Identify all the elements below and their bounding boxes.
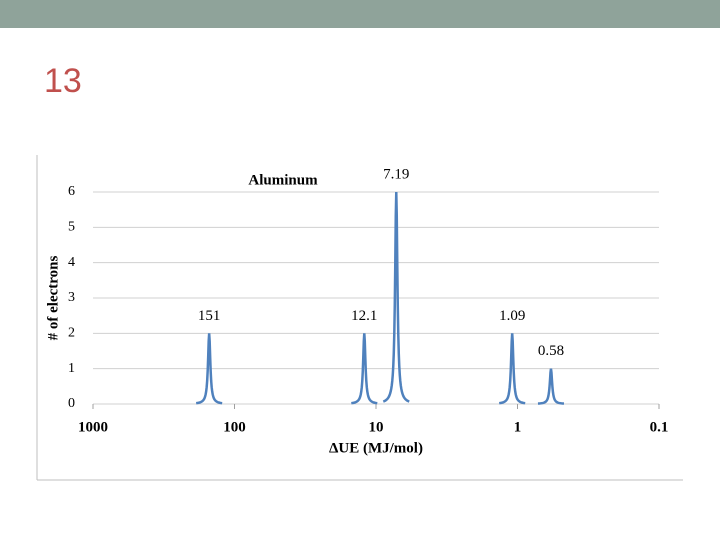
y-tick-label: 0 bbox=[68, 396, 75, 411]
peak bbox=[537, 368, 565, 405]
y-tick-label: 1 bbox=[68, 361, 75, 376]
x-tick-label: 1000 bbox=[78, 419, 108, 435]
y-tick-label: 5 bbox=[68, 220, 75, 235]
data-label: 151 bbox=[198, 308, 221, 324]
chart-title: Aluminum bbox=[248, 172, 318, 188]
peak bbox=[351, 333, 378, 405]
peak bbox=[382, 191, 410, 403]
y-tick-label: 4 bbox=[68, 255, 75, 270]
x-tick-label: 1 bbox=[514, 419, 522, 435]
peak bbox=[195, 333, 223, 405]
x-axis-label: ΔUE (MJ/mol) bbox=[329, 440, 423, 456]
y-tick-label: 6 bbox=[68, 184, 75, 199]
x-tick-label: 0.1 bbox=[650, 419, 669, 435]
y-axis-label: # of electrons bbox=[45, 255, 61, 340]
y-tick-label: 2 bbox=[68, 326, 75, 341]
x-tick-label: 100 bbox=[223, 419, 246, 435]
y-tick-label: 3 bbox=[68, 290, 75, 305]
x-tick-label: 10 bbox=[369, 419, 384, 435]
top-bar bbox=[0, 0, 720, 28]
data-label: 12.1 bbox=[351, 308, 377, 324]
data-label: 1.09 bbox=[499, 308, 525, 324]
data-label: 0.58 bbox=[538, 343, 564, 359]
data-label: 7.19 bbox=[383, 166, 409, 182]
peak bbox=[499, 333, 526, 405]
slide-number: 13 bbox=[44, 62, 82, 100]
